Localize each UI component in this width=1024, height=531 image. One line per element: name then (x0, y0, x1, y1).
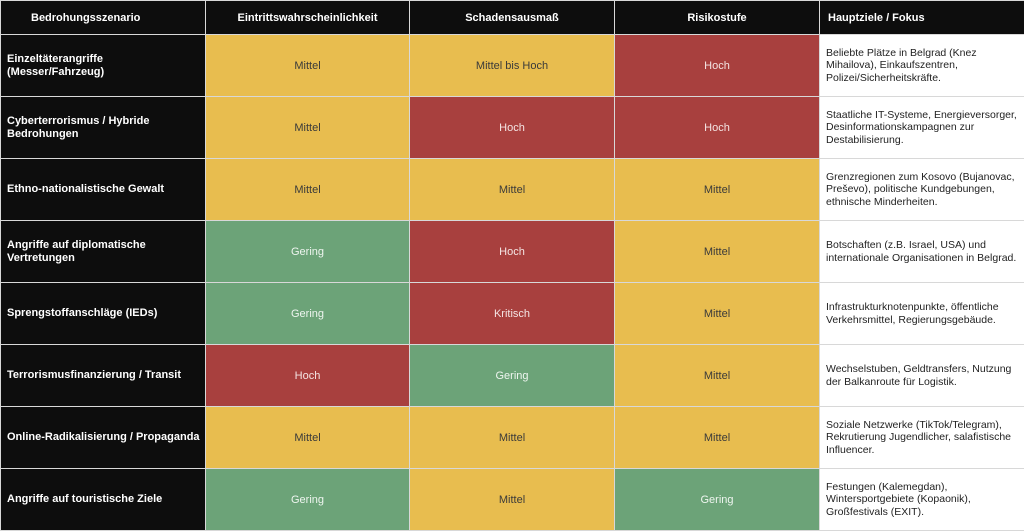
focus-cell: Wechselstuben, Geldtransfers, Nutzung de… (819, 344, 1024, 407)
impact-cell: Hoch (409, 96, 615, 159)
header-risk-level: Risikostufe (614, 0, 820, 35)
table-row: Angriffe auf touristische Ziele Gering M… (0, 468, 1024, 531)
probability-cell: Mittel (205, 34, 410, 97)
header-probability: Eintrittswahrscheinlichkeit (205, 0, 410, 35)
table-row: Cyberterrorismus / Hybride Bedrohungen M… (0, 96, 1024, 159)
probability-cell: Gering (205, 282, 410, 345)
scenario-cell: Sprengstoffanschläge (IEDs) (0, 282, 206, 345)
probability-cell: Mittel (205, 406, 410, 469)
focus-cell: Staatliche IT-Systeme, Energieversorger,… (819, 96, 1024, 159)
table-row: Terrorismusfinanzierung / Transit Hoch G… (0, 344, 1024, 407)
impact-cell: Mittel (409, 406, 615, 469)
risk-cell: Mittel (614, 344, 820, 407)
impact-cell: Hoch (409, 220, 615, 283)
focus-cell: Beliebte Plätze in Belgrad (Knez Mihailo… (819, 34, 1024, 97)
header-focus: Hauptziele / Fokus (819, 0, 1024, 35)
scenario-cell: Angriffe auf touristische Ziele (0, 468, 206, 531)
risk-cell: Hoch (614, 34, 820, 97)
impact-cell: Mittel bis Hoch (409, 34, 615, 97)
table-row: Angriffe auf diplomatische Vertretungen … (0, 220, 1024, 283)
scenario-cell: Terrorismusfinanzierung / Transit (0, 344, 206, 407)
header-row: Bedrohungsszenario Eintrittswahrscheinli… (0, 0, 1024, 35)
risk-cell: Mittel (614, 158, 820, 221)
risk-cell: Mittel (614, 406, 820, 469)
impact-cell: Kritisch (409, 282, 615, 345)
scenario-cell: Online-Radikalisierung / Propaganda (0, 406, 206, 469)
focus-cell: Botschaften (z.B. Israel, USA) und inter… (819, 220, 1024, 283)
scenario-cell: Angriffe auf diplomatische Vertretungen (0, 220, 206, 283)
table-row: Online-Radikalisierung / Propaganda Mitt… (0, 406, 1024, 469)
impact-cell: Mittel (409, 468, 615, 531)
focus-cell: Festungen (Kalemegdan), Wintersportgebie… (819, 468, 1024, 531)
focus-cell: Grenzregionen zum Kosovo (Bujanovac, Pre… (819, 158, 1024, 221)
scenario-cell: Einzeltäterangriffe (Messer/Fahrzeug) (0, 34, 206, 97)
table-row: Ethno-nationalistische Gewalt Mittel Mit… (0, 158, 1024, 221)
header-impact: Schadensausmaß (409, 0, 615, 35)
impact-cell: Gering (409, 344, 615, 407)
scenario-cell: Cyberterrorismus / Hybride Bedrohungen (0, 96, 206, 159)
scenario-cell: Ethno-nationalistische Gewalt (0, 158, 206, 221)
risk-cell: Hoch (614, 96, 820, 159)
impact-cell: Mittel (409, 158, 615, 221)
table-row: Sprengstoffanschläge (IEDs) Gering Kriti… (0, 282, 1024, 345)
focus-cell: Infrastrukturknotenpunkte, öffentliche V… (819, 282, 1024, 345)
header-scenario: Bedrohungsszenario (0, 0, 206, 35)
probability-cell: Gering (205, 220, 410, 283)
probability-cell: Mittel (205, 96, 410, 159)
probability-cell: Hoch (205, 344, 410, 407)
risk-cell: Mittel (614, 282, 820, 345)
table-row: Einzeltäterangriffe (Messer/Fahrzeug) Mi… (0, 34, 1024, 97)
focus-cell: Soziale Netzwerke (TikTok/Telegram), Rek… (819, 406, 1024, 469)
probability-cell: Gering (205, 468, 410, 531)
risk-cell: Mittel (614, 220, 820, 283)
risk-cell: Gering (614, 468, 820, 531)
probability-cell: Mittel (205, 158, 410, 221)
